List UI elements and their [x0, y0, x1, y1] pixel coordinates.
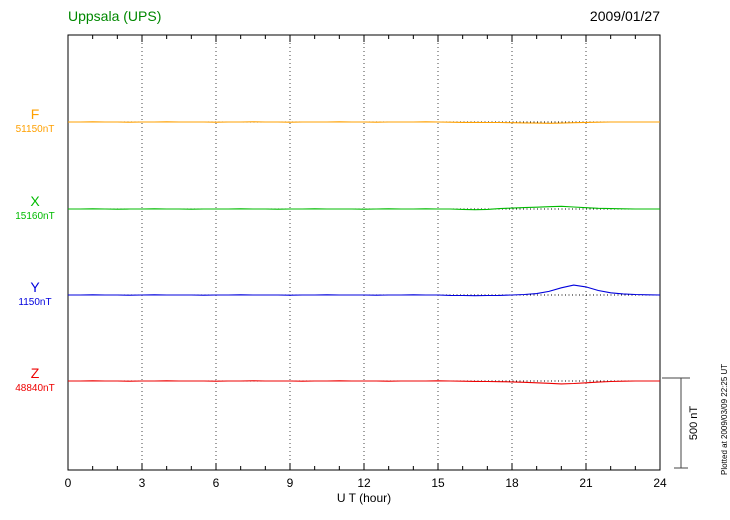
x-tick-label: 3: [139, 476, 146, 490]
trace-F: [68, 121, 660, 124]
x-tick-label: 15: [431, 476, 445, 490]
x-tick-label: 0: [65, 476, 72, 490]
x-tick-label: 21: [579, 476, 593, 490]
station-title: Uppsala (UPS): [68, 8, 162, 24]
series-letter: X: [30, 193, 40, 209]
x-tick-label: 12: [357, 476, 371, 490]
x-tick-label: 24: [653, 476, 667, 490]
series-label-Y: Y 1150nT: [6, 279, 64, 309]
x-tick-label: 9: [287, 476, 294, 490]
trace-X: [68, 205, 660, 211]
series-letter: Y: [30, 279, 40, 295]
series-letter: Z: [30, 365, 40, 381]
series-letter: F: [30, 106, 40, 122]
plot-border: [67, 34, 661, 471]
series-baseline-value: 1150nT: [18, 297, 52, 309]
x-tick-label: 18: [505, 476, 519, 490]
series-baseline-value: 51150nT: [15, 124, 55, 136]
x-tick-label: 6: [213, 476, 220, 490]
plot-date: 2009/01/27: [589, 8, 660, 24]
scale-bar-label: 500 nT: [688, 406, 700, 441]
plotted-at-note: Plotted at 2009/03/09 22:25 UT: [720, 363, 729, 475]
x-axis-label: U T (hour): [336, 491, 392, 505]
series-baseline-value: 48840nT: [15, 383, 55, 395]
trace-Z: [68, 380, 660, 385]
trace-Y: [68, 284, 661, 297]
series-label-X: X 15160nT: [6, 193, 64, 223]
series-label-F: F 51150nT: [6, 106, 64, 136]
series-label-Z: Z 48840nT: [6, 365, 64, 395]
series-baseline-value: 15160nT: [15, 211, 55, 223]
